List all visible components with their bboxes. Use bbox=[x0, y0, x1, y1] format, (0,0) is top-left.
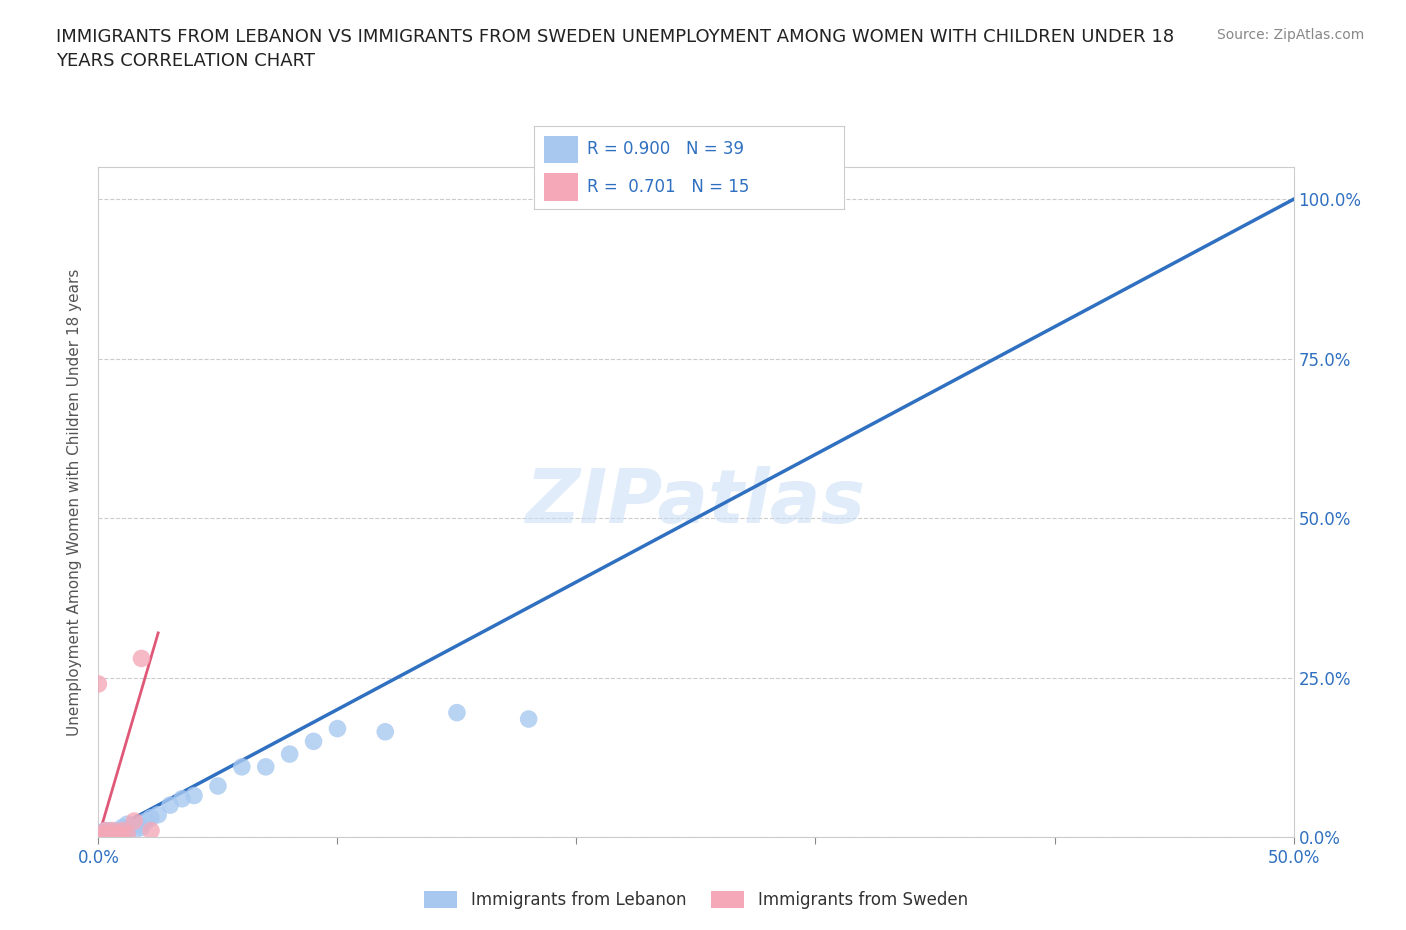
Point bbox=[107, 830, 129, 844]
Point bbox=[94, 823, 117, 838]
Point bbox=[91, 827, 114, 842]
Point bbox=[139, 810, 162, 825]
FancyBboxPatch shape bbox=[544, 136, 578, 164]
Point bbox=[118, 820, 141, 835]
Point bbox=[148, 807, 170, 822]
Point bbox=[90, 827, 112, 842]
Point bbox=[97, 827, 120, 842]
Point bbox=[302, 734, 325, 749]
Point bbox=[111, 823, 134, 838]
Point bbox=[124, 814, 146, 829]
Point bbox=[104, 825, 127, 840]
Point bbox=[135, 814, 157, 829]
Point bbox=[108, 827, 131, 842]
Point bbox=[254, 760, 277, 775]
Point bbox=[91, 830, 114, 844]
FancyBboxPatch shape bbox=[544, 173, 578, 201]
Point bbox=[98, 823, 122, 838]
Point bbox=[517, 711, 540, 726]
Point bbox=[139, 823, 162, 838]
Y-axis label: Unemployment Among Women with Children Under 18 years: Unemployment Among Women with Children U… bbox=[67, 269, 83, 736]
Point bbox=[97, 827, 120, 842]
Point bbox=[159, 798, 181, 813]
Text: R =  0.701   N = 15: R = 0.701 N = 15 bbox=[586, 178, 749, 196]
Point bbox=[326, 721, 349, 736]
Point bbox=[101, 830, 124, 844]
Point bbox=[87, 830, 110, 844]
Point bbox=[101, 823, 124, 838]
Text: R = 0.900   N = 39: R = 0.900 N = 39 bbox=[586, 140, 744, 158]
Point bbox=[374, 724, 396, 739]
Point bbox=[207, 778, 229, 793]
Point bbox=[97, 830, 120, 844]
Point bbox=[108, 827, 131, 842]
Point bbox=[90, 830, 112, 844]
Point bbox=[111, 820, 134, 835]
Point bbox=[115, 817, 138, 831]
Point bbox=[91, 825, 114, 840]
Point bbox=[131, 820, 153, 835]
Point bbox=[98, 828, 122, 843]
Point bbox=[172, 791, 194, 806]
Point bbox=[231, 760, 253, 775]
Point bbox=[107, 823, 129, 838]
Point bbox=[104, 827, 127, 842]
Point bbox=[94, 823, 117, 838]
Point bbox=[183, 788, 205, 803]
Point bbox=[446, 705, 468, 720]
Text: ZIPatlas: ZIPatlas bbox=[526, 466, 866, 538]
Text: IMMIGRANTS FROM LEBANON VS IMMIGRANTS FROM SWEDEN UNEMPLOYMENT AMONG WOMEN WITH : IMMIGRANTS FROM LEBANON VS IMMIGRANTS FR… bbox=[56, 28, 1174, 70]
Point bbox=[90, 829, 112, 844]
Point bbox=[125, 817, 148, 831]
Point bbox=[114, 823, 136, 838]
Point bbox=[98, 830, 122, 844]
Text: Source: ZipAtlas.com: Source: ZipAtlas.com bbox=[1216, 28, 1364, 42]
Point bbox=[124, 823, 146, 838]
Point bbox=[101, 827, 124, 842]
Point bbox=[278, 747, 301, 762]
Point bbox=[131, 651, 153, 666]
Point bbox=[94, 828, 117, 843]
Point bbox=[87, 676, 110, 691]
Legend: Immigrants from Lebanon, Immigrants from Sweden: Immigrants from Lebanon, Immigrants from… bbox=[418, 884, 974, 916]
Point bbox=[115, 827, 138, 842]
